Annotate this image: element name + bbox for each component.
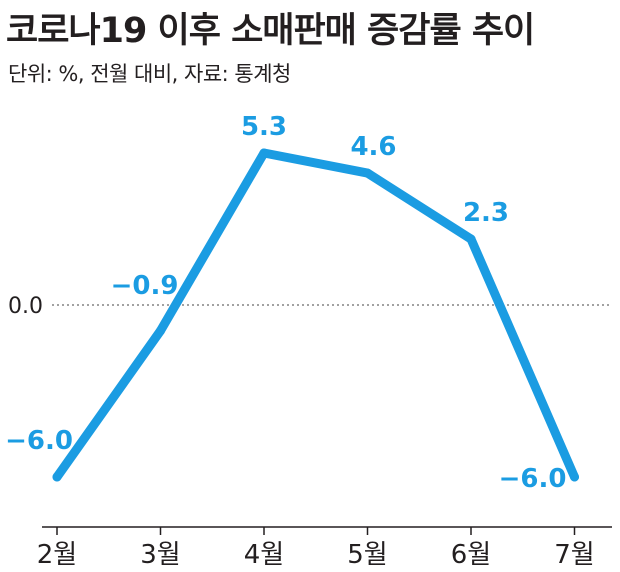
series-line	[52, 148, 579, 482]
data-label: 4.6	[350, 132, 396, 162]
x-tick-label: 3월	[140, 540, 180, 570]
data-point	[156, 326, 165, 336]
x-tick-label: 7월	[554, 540, 594, 570]
x-tick-label: 2월	[37, 540, 77, 570]
data-label: −0.9	[111, 271, 179, 301]
data-point	[570, 472, 579, 482]
data-point	[259, 148, 269, 158]
x-tick-label: 4월	[244, 540, 284, 570]
x-tick-label: 5월	[347, 540, 387, 570]
x-tick-label: 6월	[451, 540, 491, 570]
chart-title: 코로나19 이후 소매판매 증감률 추이	[6, 11, 535, 51]
data-label: −6.0	[5, 426, 73, 456]
chart-subtitle: 단위: %, 전월 대비, 자료: 통계청	[8, 62, 291, 86]
data-label: 2.3	[463, 198, 509, 228]
data-point	[52, 472, 62, 482]
data-label: 5.3	[241, 112, 287, 142]
zero-reference-label: 0.0	[8, 294, 43, 319]
data-label: −6.0	[499, 464, 567, 494]
data-point	[363, 168, 372, 178]
data-point	[466, 234, 476, 244]
